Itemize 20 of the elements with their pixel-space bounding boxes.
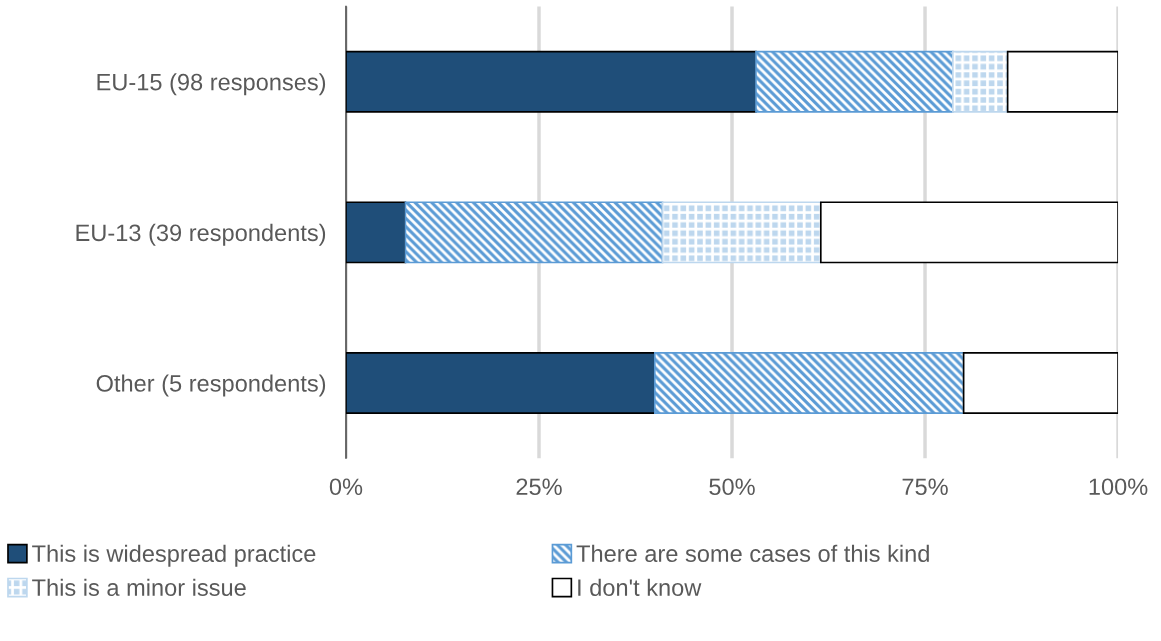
x-tick-label: 25% — [516, 478, 562, 496]
bar — [404, 201, 664, 264]
x-tick-label: 100% — [1089, 478, 1148, 496]
y-tick-label: Other (5 respondents) — [96, 374, 326, 397]
bar — [661, 201, 822, 264]
y-tick-label: EU-15 (98 responses) — [97, 73, 326, 96]
x-tick-label: 50% — [709, 478, 755, 496]
x-tick-label: 0% — [329, 478, 363, 496]
bar — [819, 201, 1119, 264]
bar — [1006, 50, 1119, 113]
legend-label: There are some cases of this kind — [576, 544, 929, 563]
bar — [653, 352, 965, 414]
bar — [951, 50, 1009, 113]
legend-label: This is widespread practice — [32, 544, 316, 567]
legend-label: This is a minor issue — [32, 578, 246, 596]
x-tick-label: 75% — [902, 478, 948, 496]
bar — [962, 352, 1119, 414]
bar — [755, 50, 954, 113]
y-tick-label: EU-13 (39 respondents) — [76, 223, 326, 246]
legend-label: I don't know — [578, 578, 702, 596]
